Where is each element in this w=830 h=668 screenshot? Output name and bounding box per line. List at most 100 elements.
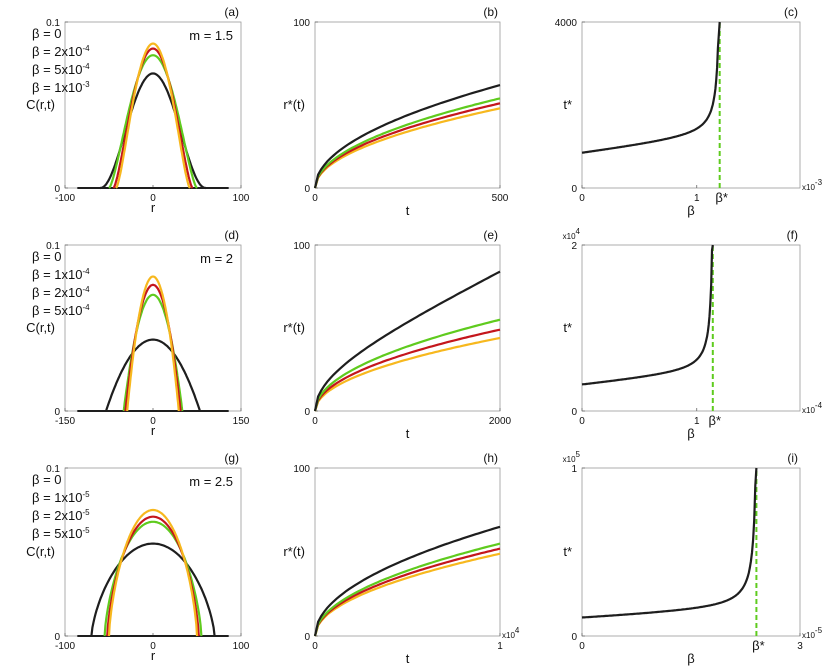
legend-entry-base: β = 2x10 [32,44,82,59]
legend-entry: β = 0 [32,472,62,487]
panel-label: (g) [224,451,239,465]
legend-entry: β = 5x10-4 [32,62,90,77]
panel-label: (c) [784,5,798,19]
beta-star-label: β* [715,190,728,205]
y-scale-label-base: x10 [563,455,576,464]
series-line-2 [313,542,501,637]
panel-i [581,467,801,637]
x-axis-label: r [151,200,156,215]
x-axis-label: β [687,426,694,441]
panel-label: (f) [787,228,798,242]
legend-entry: β = 5x10-4 [32,303,90,318]
axes-frame [314,467,501,637]
series-line-0 [313,552,501,637]
series-line [581,244,714,386]
series-line-1 [313,102,501,189]
legend-entry-base: β = 2x10 [32,285,82,300]
axes-frame [64,244,242,412]
y-tick-label: 100 [293,464,310,475]
x-tick-label: 0 [150,641,156,652]
y-scale-label-exp: 4 [576,227,581,236]
series-line-0 [313,336,501,412]
y-tick-label: 100 [293,18,310,29]
y-tick-label: 0 [304,184,310,195]
y-axis-label: r*(t) [283,544,305,559]
x-scale-label-exp: -3 [815,178,823,187]
legend-entry: β = 0 [32,26,62,41]
y-tick-label: 2 [571,241,577,252]
legend-entry-base: β = 1x10 [32,490,82,505]
y-tick-label: 0.1 [46,18,60,29]
x-tick-label: 0 [150,193,156,204]
y-tick-label: 0 [304,407,310,418]
x-axis-label: t [406,651,410,666]
y-tick-label: 4000 [555,18,578,29]
y-axis-label: t* [563,320,572,335]
x-scale-label-exp: 4 [515,626,520,635]
x-tick-label: -100 [55,641,75,652]
y-tick-label: 0.1 [46,464,60,475]
panel-c [581,21,801,189]
x-tick-label: 100 [233,193,250,204]
y-axis-label: r*(t) [283,320,305,335]
series-line-3 [313,525,501,637]
y-scale-label: x105 [563,450,581,464]
beta-star-label: β* [709,413,722,428]
y-axis-label: C(r,t) [26,320,55,335]
y-tick-label: 0 [54,632,60,643]
panel-d [64,244,242,412]
x-scale-label-base: x10 [802,631,815,640]
legend-entry-exp: -4 [82,267,90,276]
x-scale-label: x104 [502,626,520,640]
legend-entry-exp: -3 [82,80,90,89]
beta-star-label: β* [752,638,765,653]
y-scale-label-exp: 5 [576,450,581,459]
x-tick-label: 100 [233,641,250,652]
x-tick-label: 3 [797,641,803,652]
x-tick-label: 0 [312,416,318,427]
x-tick-label: 0 [312,641,318,652]
axes-frame [581,244,801,412]
series-line [581,21,721,154]
axes-frame [581,467,801,637]
legend-entry: β = 1x10-3 [32,80,90,95]
x-tick-label: -100 [55,193,75,204]
x-axis-label: r [151,648,156,663]
series-line-0 [115,42,191,189]
x-tick-label: 500 [492,193,509,204]
series-line-3 [313,270,501,412]
y-tick-label: 1 [571,464,577,475]
legend-entry: β = 0 [32,249,62,264]
legend-entry-base: β = 1x10 [32,267,82,282]
legend-entry: β = 2x10-4 [32,44,90,59]
panel-b [313,21,501,189]
legend-entry-base: β = 1x10 [32,80,82,95]
x-axis-label: β [687,203,694,218]
y-tick-label: 0 [54,184,60,195]
series-line-1 [106,515,200,637]
series-line-0 [107,508,199,637]
series-line-3 [105,338,201,412]
panel-label: (e) [483,228,498,242]
series-line-0 [126,275,180,412]
axes-frame [581,21,801,189]
annotation: m = 1.5 [189,28,233,43]
x-tick-label: 0 [579,641,585,652]
axes-frame [314,244,501,412]
x-scale-label-base: x10 [802,406,815,415]
legend-entry-exp: -5 [82,490,90,499]
y-axis-label: C(r,t) [26,544,55,559]
x-tick-label: 0 [579,193,585,204]
panel-label: (d) [224,228,239,242]
axes-frame [64,467,242,637]
y-scale-label-base: x10 [563,232,576,241]
y-axis-label: t* [563,544,572,559]
legend-entry-base: β = 5x10 [32,303,82,318]
x-tick-label: -150 [55,416,75,427]
x-tick-label: 1 [497,641,503,652]
x-scale-label-base: x10 [802,183,815,192]
panel-e [313,244,501,412]
series-line [581,467,758,619]
legend-entry-base: β = 5x10 [32,526,82,541]
